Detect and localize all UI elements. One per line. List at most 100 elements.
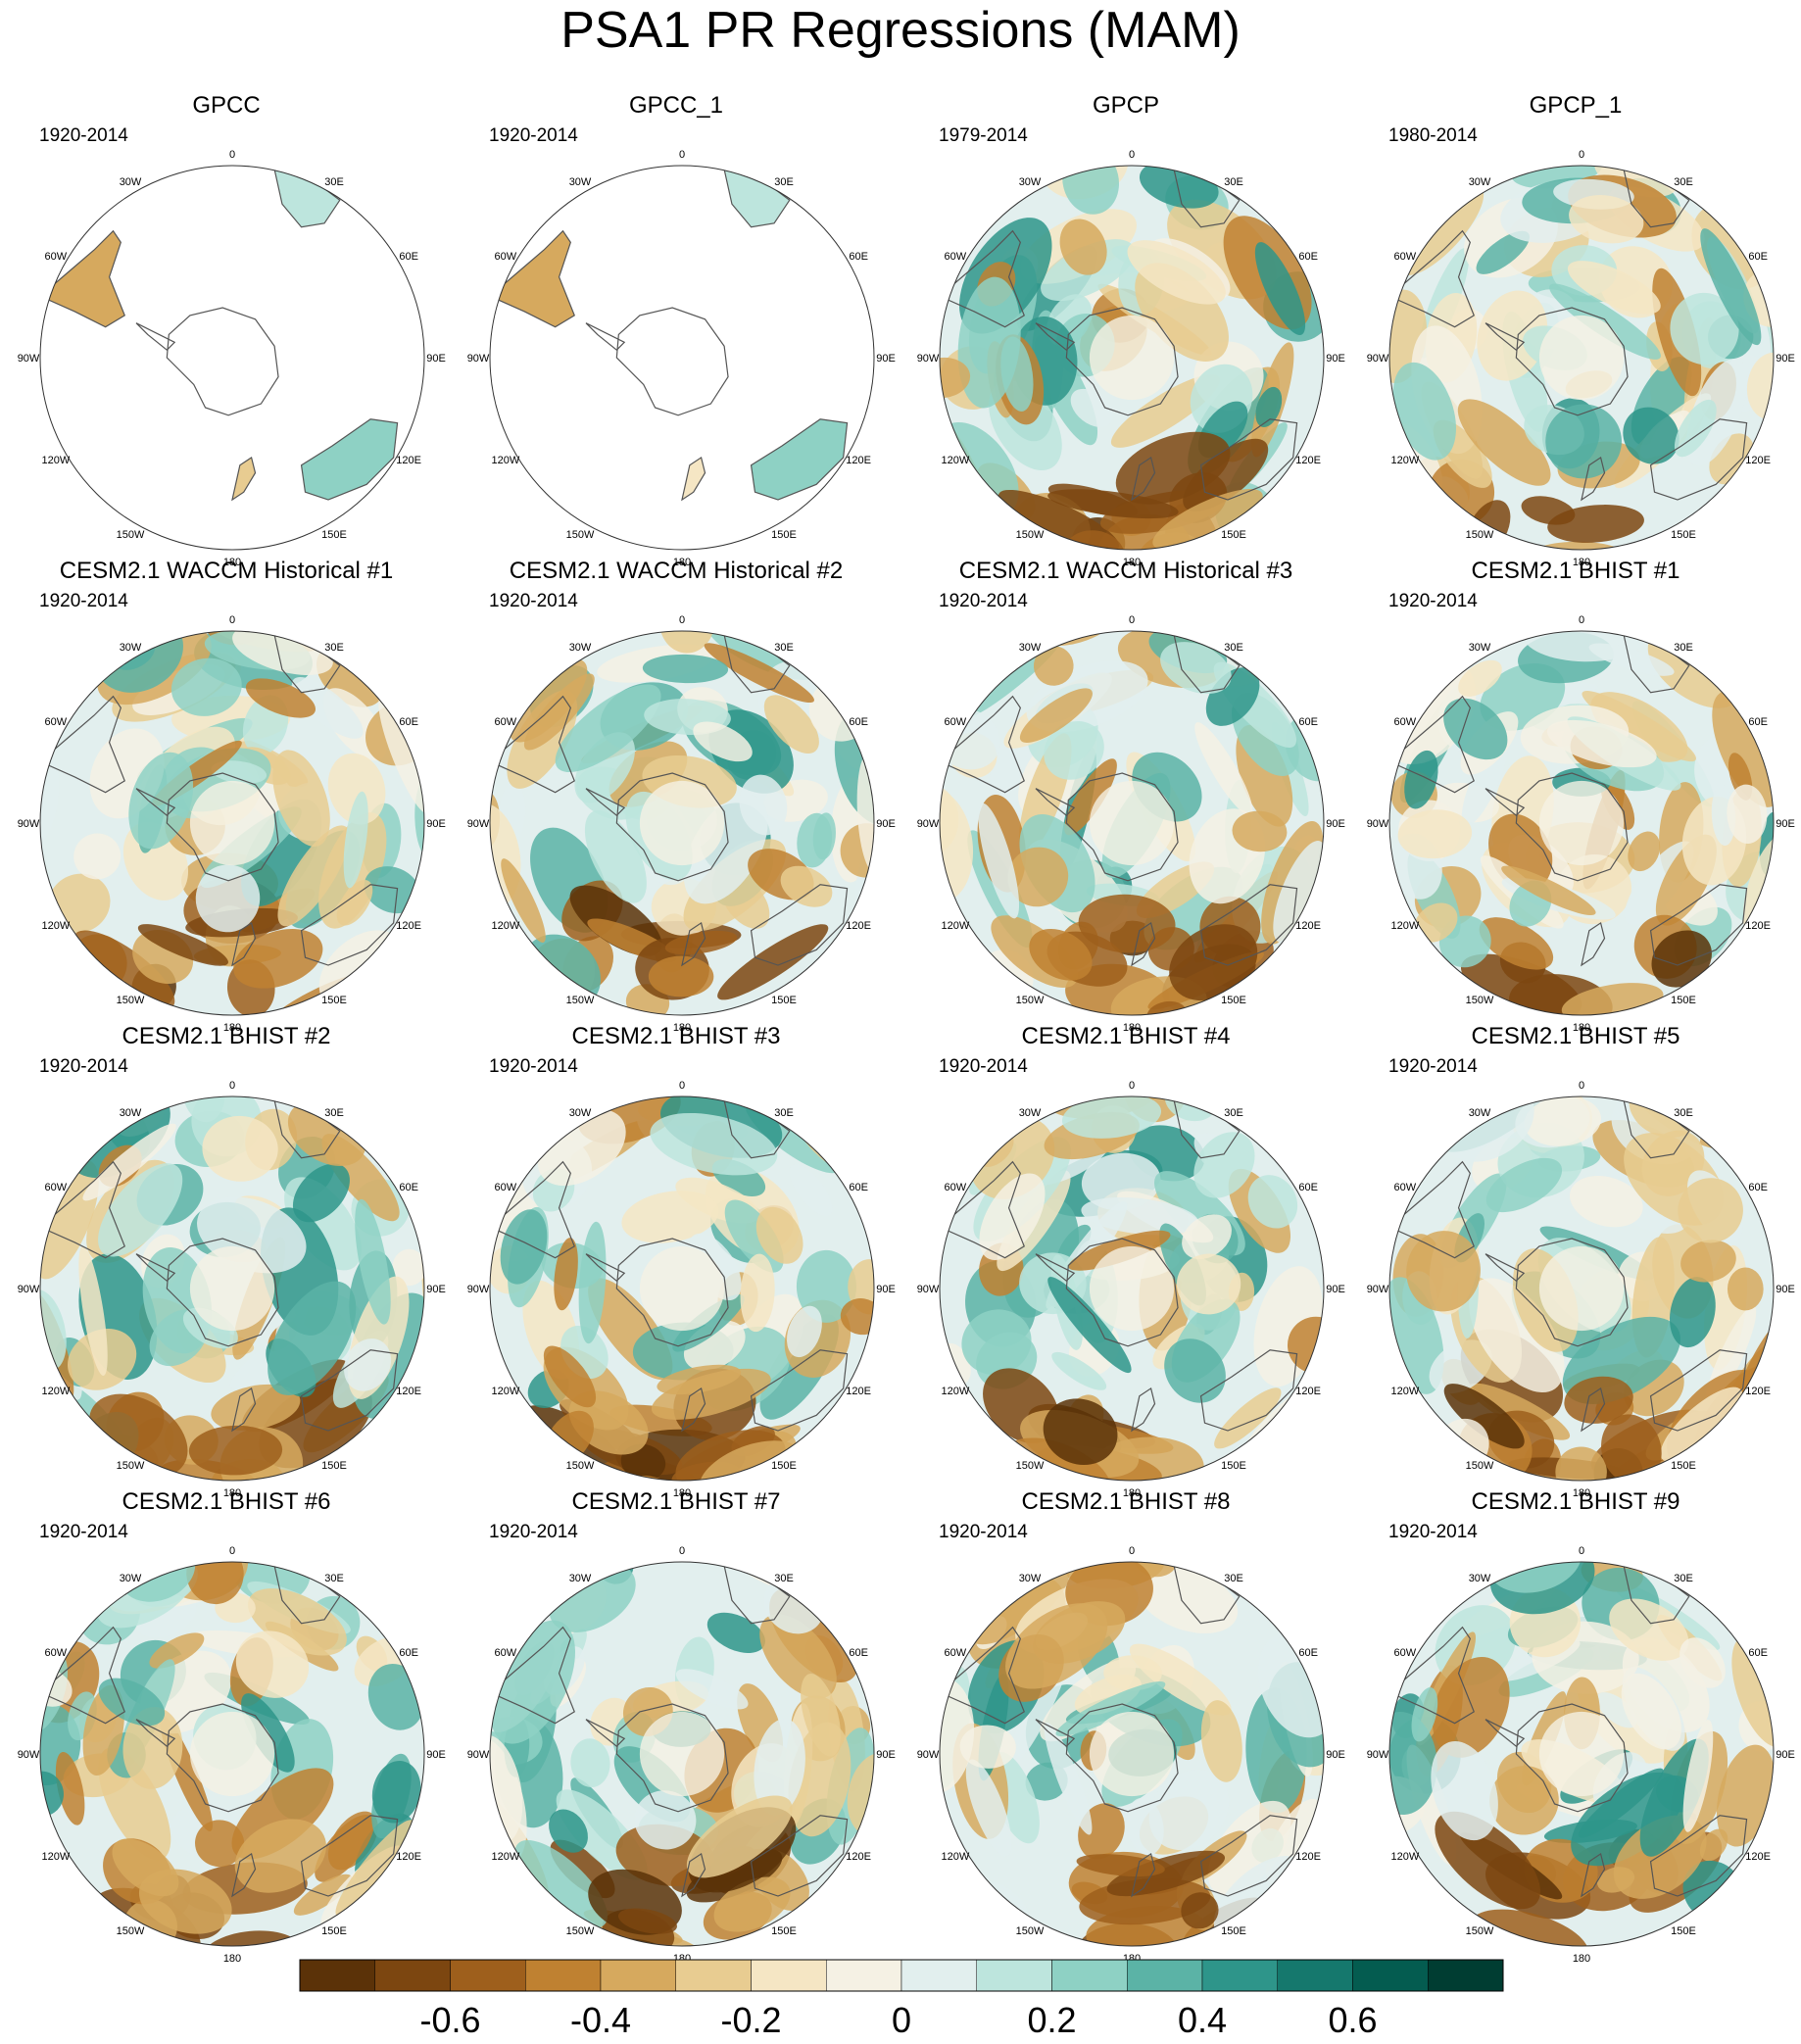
anomaly-blob xyxy=(1029,928,1093,981)
anomaly-blob xyxy=(1106,1850,1226,1897)
anomaly-blob xyxy=(664,930,738,955)
anomaly-blob xyxy=(940,788,974,902)
coastline-antarctica xyxy=(616,1239,728,1346)
map-panel: CESM2.1 BHIST #6 1920-2014 0 30E 60E 90E 120E 1… xyxy=(2,1488,451,1965)
lon-label: 60W xyxy=(1394,716,1417,728)
polar-map: 0 30E 60E 90E 120E 150E 180 150W 120W 90W 60W 30W xyxy=(467,1080,896,1499)
coastline-newZealand xyxy=(232,458,256,500)
lon-label: 30W xyxy=(120,642,142,654)
anomaly-blob xyxy=(1397,809,1473,859)
lon-label: 90E xyxy=(426,818,446,830)
colorbar-swatch xyxy=(1201,1959,1278,1992)
lon-label: 180 xyxy=(223,1022,241,1034)
coastline-peninsula xyxy=(1036,1254,1074,1281)
lon-label: 120E xyxy=(1295,1851,1321,1863)
anomaly-blob xyxy=(500,1209,548,1285)
coastline-peninsula xyxy=(586,323,624,350)
lon-label: 150E xyxy=(1221,1925,1246,1937)
precip-field xyxy=(490,169,848,501)
coastline-antarctica xyxy=(1516,773,1628,881)
lon-label: 150E xyxy=(1671,995,1696,1006)
lon-label: 90W xyxy=(1367,1284,1389,1295)
anomaly-blob xyxy=(1660,1387,1743,1462)
panel-title: CESM2.1 BHIST #7 xyxy=(571,1488,781,1515)
anomaly-blob xyxy=(1193,1132,1255,1198)
anomaly-blob xyxy=(1546,719,1657,768)
coastline-peninsula xyxy=(136,1720,174,1746)
anomaly-blob xyxy=(618,1908,677,1934)
anomaly-blob xyxy=(1596,1692,1637,1728)
colorbar-swatch xyxy=(1277,1959,1353,1992)
lon-label: 180 xyxy=(1123,1487,1141,1499)
coastline-newZealand xyxy=(1582,923,1605,965)
lon-label: 90W xyxy=(467,1749,490,1761)
anomaly-blob xyxy=(523,673,595,751)
lon-label: 60W xyxy=(495,716,517,728)
anomaly-blob xyxy=(1164,1338,1226,1403)
coastline-southAmerica xyxy=(490,1162,574,1258)
lon-label: 180 xyxy=(673,557,691,568)
lon-label: 150E xyxy=(771,1460,797,1472)
anomaly-blob xyxy=(584,810,647,903)
lon-label: 90E xyxy=(1326,1749,1345,1761)
anomaly-blob xyxy=(202,1115,278,1182)
coastline-southAmerica xyxy=(1389,1162,1474,1258)
panel-title: CESM2.1 WACCM Historical #2 xyxy=(509,558,844,584)
anomaly-blob xyxy=(195,864,261,933)
lon-label: 120E xyxy=(1295,1386,1321,1397)
anomaly-blob xyxy=(327,753,386,825)
lon-label: 150E xyxy=(1221,1460,1246,1472)
polar-map: 0 30E 60E 90E 120E 150E 180 150W 120W 90W 60W 30W xyxy=(18,149,446,568)
coastline-southAmerica xyxy=(1389,1628,1474,1724)
coastline-peninsula xyxy=(136,1254,174,1281)
polar-disc xyxy=(639,780,725,866)
lon-label: 90W xyxy=(917,1284,940,1295)
anomaly-blob xyxy=(657,1364,742,1395)
anomaly-blob xyxy=(268,1281,357,1395)
lon-label: 90W xyxy=(18,818,40,830)
lon-label: 90W xyxy=(467,1284,490,1295)
colorbar-swatch xyxy=(450,1959,526,1992)
lon-label: 30W xyxy=(120,1107,142,1119)
coastline-newZealand xyxy=(1132,923,1155,965)
panel-period: 1979-2014 xyxy=(939,125,1028,146)
lon-label: 150E xyxy=(1671,1925,1696,1937)
anomaly-blob xyxy=(336,880,373,926)
anomaly-blob xyxy=(1682,1720,1714,1832)
lon-label: 60E xyxy=(1748,1647,1768,1659)
lon-label: 150W xyxy=(117,529,145,541)
lon-label: 30E xyxy=(1224,1573,1243,1584)
anomaly-blob xyxy=(490,1734,523,1844)
coastline-southAmerica xyxy=(490,231,574,327)
anomaly-blob xyxy=(1609,1598,1689,1661)
lon-label: 60W xyxy=(495,251,517,263)
lon-label: 90E xyxy=(876,353,896,365)
anomaly-blob xyxy=(1457,399,1551,486)
lon-label: 60W xyxy=(1394,1647,1417,1659)
lon-label: 150E xyxy=(771,529,797,541)
lon-label: 120E xyxy=(846,1386,871,1397)
lon-label: 60W xyxy=(495,1647,517,1659)
polar-map: 0 30E 60E 90E 120E 150E 180 150W 120W 90W 60W 30W xyxy=(467,149,896,568)
polar-disc xyxy=(1089,1245,1175,1332)
anomaly-blob xyxy=(315,1815,374,1882)
coastline-peninsula xyxy=(136,323,174,350)
anomaly-blob xyxy=(754,1719,805,1816)
lon-label: 150E xyxy=(1671,529,1696,541)
lon-label: 120E xyxy=(846,1851,871,1863)
lon-label: 60E xyxy=(849,251,868,263)
anomaly-blob xyxy=(555,684,661,773)
anomaly-blob xyxy=(355,1198,391,1325)
map-background xyxy=(490,166,874,550)
lon-label: 30W xyxy=(120,1573,142,1584)
lon-label: 180 xyxy=(223,1953,241,1965)
map-border xyxy=(39,1095,425,1482)
lon-label: 120W xyxy=(941,455,969,466)
coastline-peninsula xyxy=(1036,789,1074,815)
coastline-antarctica xyxy=(616,1704,728,1812)
anomaly-blob xyxy=(1460,953,1582,1015)
lon-label: 120W xyxy=(491,920,519,932)
polar-map: 0 30E 60E 90E 120E 150E 180 150W 120W 90W 60W 30W xyxy=(1367,1545,1795,1965)
anomaly-blob xyxy=(1137,1566,1239,1633)
coastline-australia xyxy=(1201,1350,1297,1431)
